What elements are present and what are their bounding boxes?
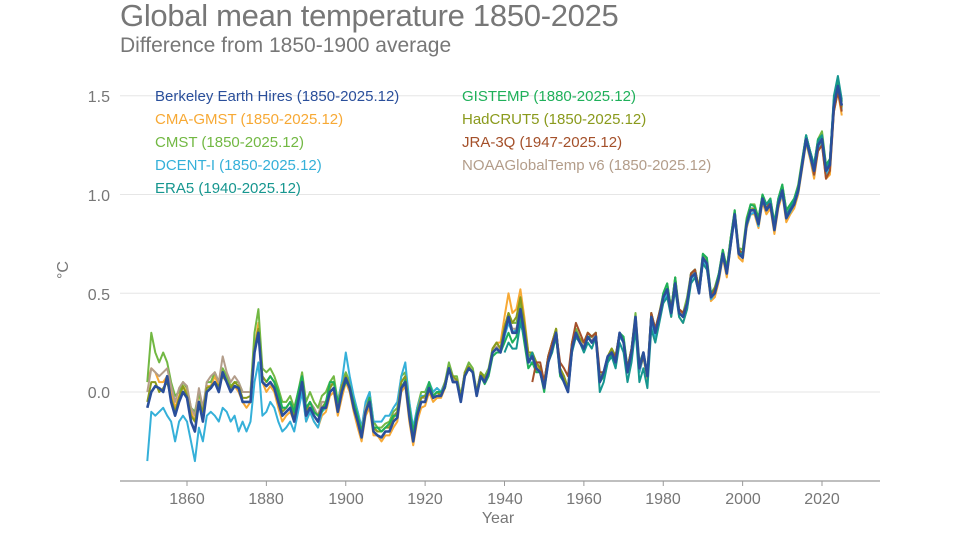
x-tick-label: 1980 [645, 491, 681, 508]
series-lines [146, 75, 844, 463]
y-tick-labels: 0.0 0.5 1.0 1.5 [88, 89, 110, 402]
y-tick-label: 0.0 [88, 385, 110, 402]
x-tick-label: 1860 [169, 491, 205, 508]
legend-entry: Berkeley Earth Hires (1850-2025.12) [155, 88, 399, 105]
legend-entry: HadCRUT5 (1850-2025.12) [462, 111, 646, 128]
legend: Berkeley Earth Hires (1850-2025.12) CMA-… [155, 88, 711, 197]
x-tick-label: 1880 [248, 491, 284, 508]
x-tick-label: 1900 [328, 491, 364, 508]
x-axis-label: Year [482, 510, 515, 527]
y-tick-label: 1.5 [88, 89, 110, 106]
series-line-berkeley-earth-hires [146, 84, 844, 443]
x-tick-label: 1960 [566, 491, 602, 508]
legend-entry: ERA5 (1940-2025.12) [155, 180, 301, 197]
y-axis-label: °C [55, 261, 72, 279]
x-tick-label: 2020 [804, 491, 840, 508]
y-tick-label: 0.5 [88, 287, 110, 304]
chart-subtitle: Difference from 1850-1900 average [120, 34, 452, 57]
legend-entry: GISTEMP (1880-2025.12) [462, 88, 636, 105]
x-tick-label: 1940 [487, 491, 523, 508]
x-tick-label: 1920 [407, 491, 443, 508]
chart-title: Global mean temperature 1850-2025 [120, 0, 619, 33]
series-line-gistemp [265, 78, 843, 433]
x-tick-label: 2000 [725, 491, 761, 508]
legend-entry: CMST (1850-2025.12) [155, 134, 304, 151]
x-ticks: 1860 1880 1900 1920 1940 1960 1980 2000 … [169, 481, 840, 508]
legend-entry: CMA-GMST (1850-2025.12) [155, 111, 343, 128]
legend-entry: DCENT-I (1850-2025.12) [155, 157, 322, 174]
legend-entry: NOAAGlobalTemp v6 (1850-2025.12) [462, 157, 711, 174]
legend-entry: JRA-3Q (1947-2025.12) [462, 134, 622, 151]
y-tick-label: 1.0 [88, 188, 110, 205]
